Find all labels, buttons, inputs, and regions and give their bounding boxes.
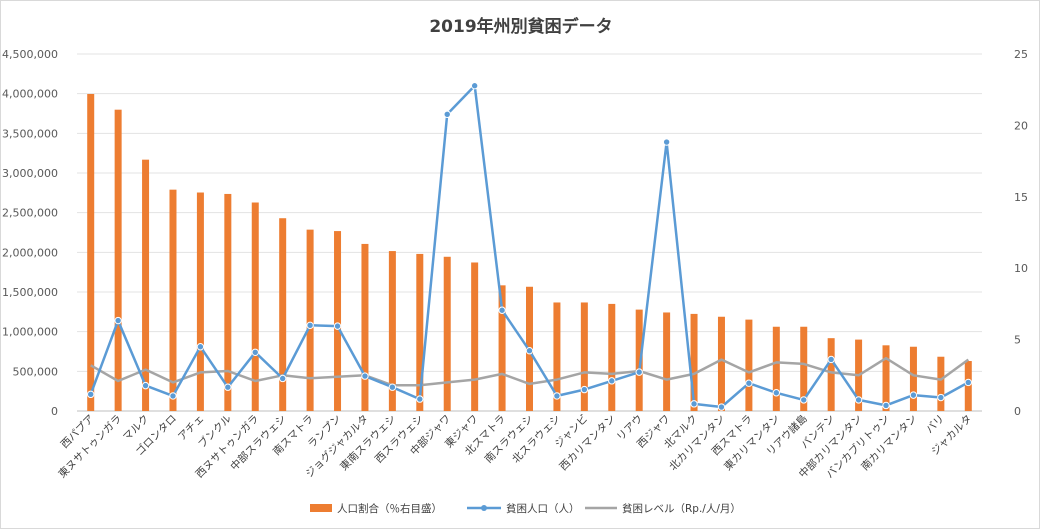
blue-point xyxy=(443,110,451,118)
blue-point xyxy=(690,400,698,408)
blue-point xyxy=(498,306,506,314)
blue-point xyxy=(827,355,835,364)
bar xyxy=(663,312,671,411)
category-labels: 西パプア東ヌサトゥンガラマルクゴロンタロアチェブンクル西ヌサトゥンガラ中部スラウ… xyxy=(56,412,975,481)
bar xyxy=(827,338,835,411)
blue-point xyxy=(580,385,589,394)
bar xyxy=(196,192,204,411)
bar xyxy=(334,231,342,411)
left-tick-label: 2,000,000 xyxy=(2,246,58,259)
bar-series xyxy=(87,93,972,411)
bar xyxy=(388,251,396,411)
bar xyxy=(498,285,506,411)
left-axis-ticks: 0 500,000 1,000,000 1,500,000 2,000,000 2,500… xyxy=(2,48,58,418)
blue-point xyxy=(662,138,671,146)
blue-point xyxy=(937,393,945,402)
blue-point xyxy=(854,396,863,404)
blue-point xyxy=(608,377,616,385)
left-tick-label: 1,000,000 xyxy=(2,326,58,339)
legend-label-bar: 人口割合（％右目盛） xyxy=(337,502,442,515)
blue-point xyxy=(251,348,259,356)
blue-point xyxy=(635,368,643,376)
right-tick-label: 10 xyxy=(1014,262,1028,275)
bar xyxy=(279,218,287,411)
blue-point xyxy=(470,82,479,90)
blue-point xyxy=(882,401,890,410)
blue-point xyxy=(224,383,232,391)
bar xyxy=(251,202,259,411)
blue-point xyxy=(964,378,972,387)
bar xyxy=(87,93,95,411)
bar xyxy=(772,326,780,411)
left-tick-label: 2,500,000 xyxy=(2,207,58,220)
bar xyxy=(745,319,753,411)
blue-point xyxy=(169,392,177,400)
chart-title: 2019年州別貧困データ xyxy=(429,16,612,37)
bar xyxy=(306,229,314,411)
bar xyxy=(471,262,479,411)
left-tick-label: 1,500,000 xyxy=(2,286,58,299)
blue-point xyxy=(800,396,808,404)
bar xyxy=(416,253,424,411)
bar xyxy=(690,313,698,411)
bar xyxy=(608,303,616,411)
bar xyxy=(224,193,232,411)
bar xyxy=(580,302,588,411)
blue-point xyxy=(141,381,150,390)
blue-point xyxy=(416,395,424,403)
bar xyxy=(169,189,177,411)
legend-label-blue: 貧困人口（人） xyxy=(506,502,580,515)
right-tick-label: 20 xyxy=(1014,119,1028,132)
legend: 人口割合（％右目盛） 貧困人口（人） 貧困レベル（Rp./人/月） xyxy=(310,502,741,515)
left-tick-label: 500,000 xyxy=(13,365,59,378)
left-tick-label: 4,000,000 xyxy=(2,88,58,101)
legend-label-gray: 貧困レベル（Rp./人/月） xyxy=(622,502,741,515)
right-tick-label: 25 xyxy=(1014,48,1028,61)
bar xyxy=(443,256,451,411)
bar xyxy=(800,326,808,411)
blue-point xyxy=(333,322,342,330)
blue-point xyxy=(525,347,534,355)
left-tick-label: 3,500,000 xyxy=(2,127,58,140)
left-tick-label: 0 xyxy=(51,405,58,418)
legend-blue-marker xyxy=(481,505,487,511)
left-tick-label: 4,500,000 xyxy=(2,48,58,61)
bar xyxy=(114,109,122,411)
left-tick-label: 3,000,000 xyxy=(2,167,58,180)
category-label: バリ xyxy=(924,413,947,436)
blue-point xyxy=(717,403,726,411)
right-tick-label: 0 xyxy=(1014,405,1021,418)
right-tick-label: 15 xyxy=(1014,191,1028,204)
legend-bar-swatch xyxy=(310,504,332,512)
right-axis-ticks: 0 5 10 15 20 25 xyxy=(1014,48,1028,418)
bar xyxy=(553,302,561,411)
bar xyxy=(142,159,150,411)
blue-point xyxy=(114,316,122,325)
right-tick-label: 5 xyxy=(1014,334,1021,347)
bar xyxy=(882,345,890,411)
blue-point xyxy=(278,374,287,383)
blue-point xyxy=(553,392,561,400)
bar xyxy=(635,309,643,411)
blue-point xyxy=(388,383,397,391)
blue-point xyxy=(772,389,781,397)
bar xyxy=(717,316,725,411)
blue-point xyxy=(87,390,95,399)
blue-point xyxy=(361,372,369,380)
blue-point xyxy=(196,343,205,351)
bar xyxy=(937,356,945,411)
blue-line-series xyxy=(87,82,972,411)
bar xyxy=(361,243,369,411)
blue-point xyxy=(909,391,918,399)
blue-point xyxy=(306,321,314,330)
bar xyxy=(909,346,917,411)
blue-point xyxy=(745,379,753,387)
